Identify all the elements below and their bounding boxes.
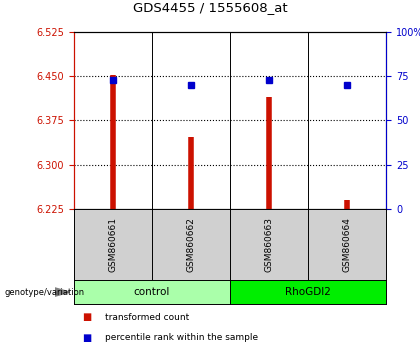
Text: GSM860663: GSM860663 — [265, 217, 273, 272]
Text: RhoGDI2: RhoGDI2 — [285, 287, 331, 297]
Text: GSM860661: GSM860661 — [108, 217, 117, 272]
Text: control: control — [134, 287, 170, 297]
Text: GSM860662: GSM860662 — [186, 217, 195, 272]
Text: transformed count: transformed count — [105, 313, 189, 322]
Text: ■: ■ — [82, 332, 91, 343]
Polygon shape — [55, 288, 70, 296]
Text: GDS4455 / 1555608_at: GDS4455 / 1555608_at — [133, 1, 287, 14]
Text: GSM860664: GSM860664 — [343, 217, 352, 272]
Text: genotype/variation: genotype/variation — [4, 287, 84, 297]
Text: percentile rank within the sample: percentile rank within the sample — [105, 333, 258, 342]
Text: ■: ■ — [82, 312, 91, 322]
